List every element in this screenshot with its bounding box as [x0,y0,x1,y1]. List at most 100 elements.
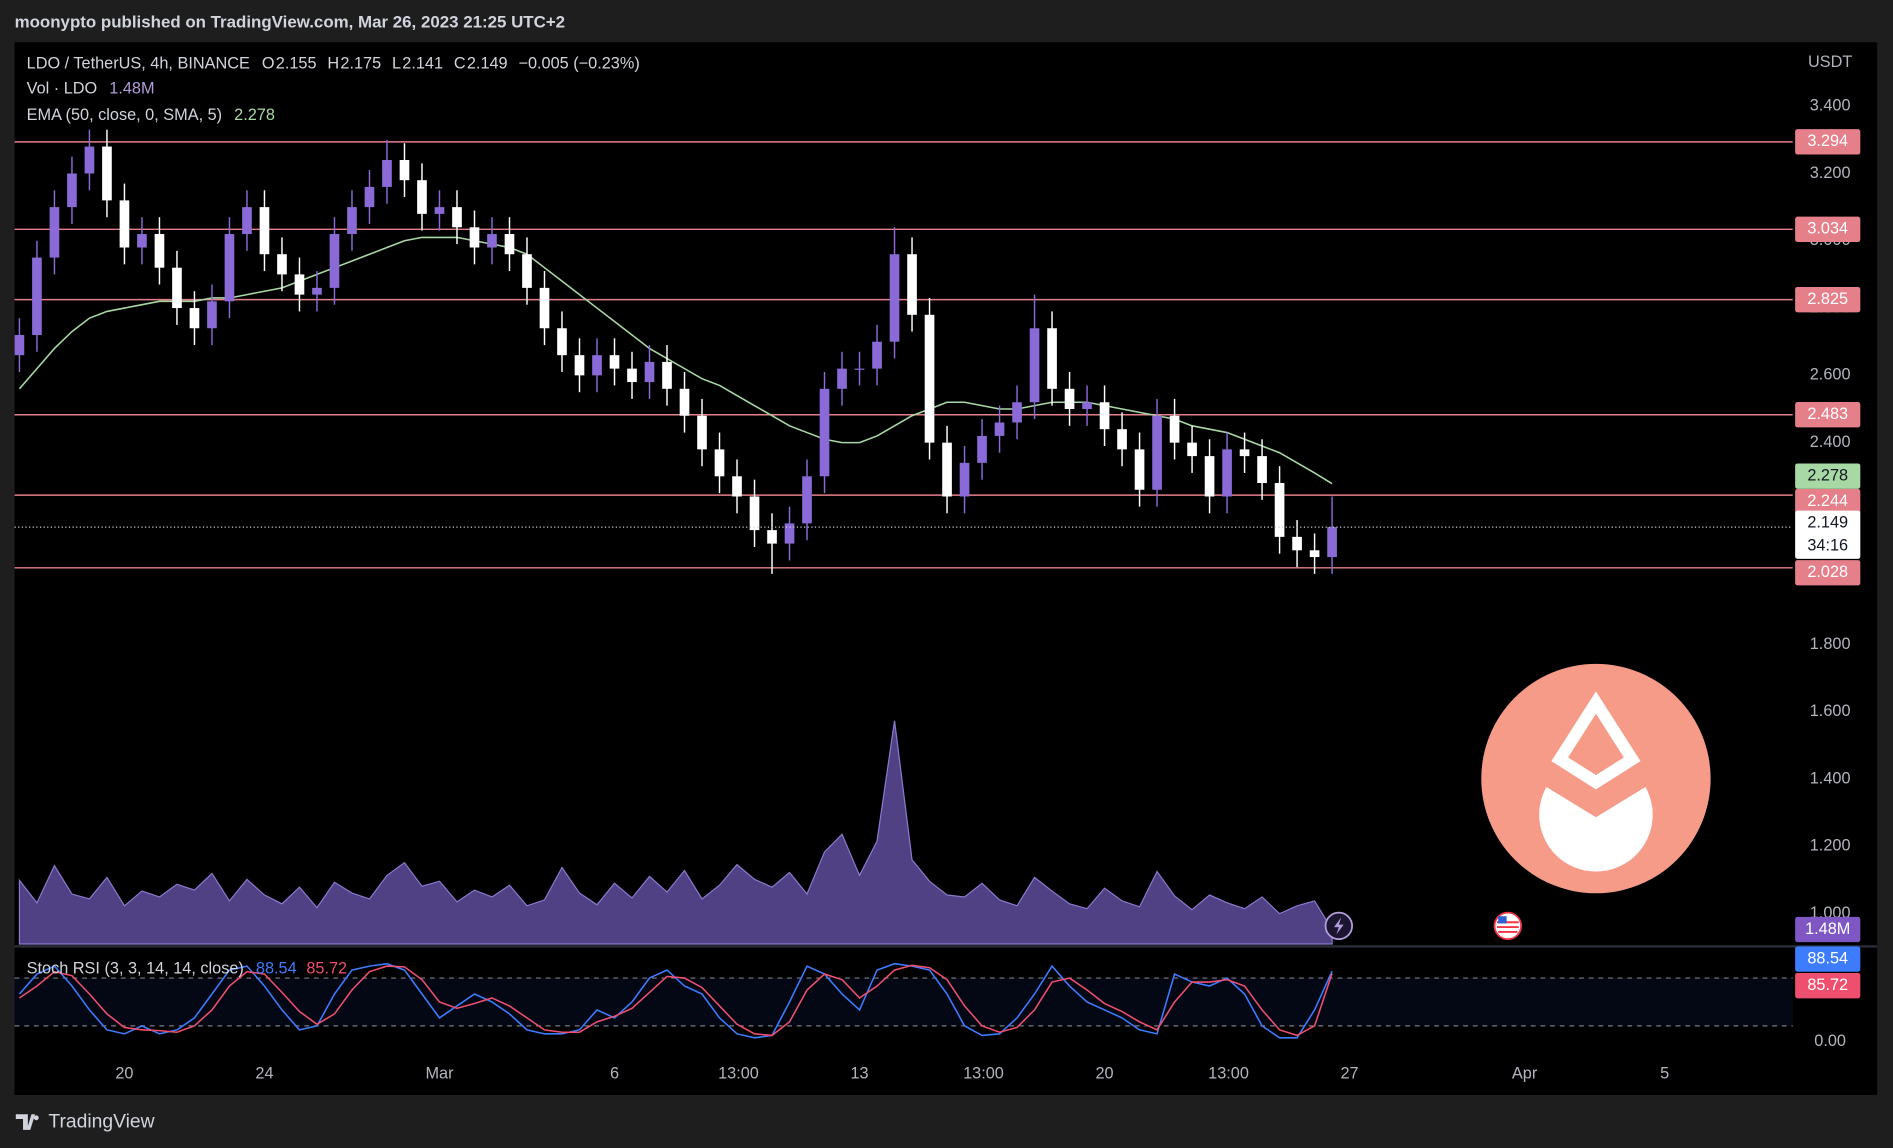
x-tick-label: Apr [1512,1065,1538,1083]
events-icon[interactable] [1324,911,1354,941]
candle-body [837,368,847,389]
ohlc-value: 2.141 [402,54,443,72]
candle-body [1029,328,1040,403]
candle-body [294,274,305,295]
y-tick-label: 3.400 [1810,96,1851,114]
volume-legend-value: 1.48M [109,80,154,98]
ema-legend: EMA (50, close, 0, SMA, 5) [27,106,222,124]
candle-body [889,254,900,342]
tradingview-logo [15,1114,39,1130]
candle-body [1292,536,1302,551]
candle-body [767,530,777,544]
economic-event-icon[interactable] [1493,911,1523,941]
x-tick-label: 20 [115,1065,133,1083]
candle-body [49,207,60,258]
level-tag-bg [1795,560,1861,586]
ema-line [18,236,1333,485]
candle-body [872,341,882,369]
ldo-logo [1481,663,1711,894]
candle-body [539,287,550,329]
price-tag: 2.149 [1807,514,1848,532]
candle-body [1257,456,1267,484]
ohlc-key: C [454,54,466,72]
stoch-tag: 85.72 [1807,976,1848,994]
candle-body [242,207,252,235]
stoch-band [14,978,1793,1026]
y-tick-label: 1.800 [1810,635,1851,653]
ohlc-key: L [392,54,401,72]
stoch-tag-bg [1795,946,1861,972]
candle-body [627,368,637,383]
x-tick-label: 13:00 [718,1065,759,1083]
candle-body [417,180,427,214]
brand: TradingView [48,1112,154,1133]
y-tick-label: 2.400 [1810,433,1851,451]
candle-body [714,449,725,477]
ohlc-value: 2.175 [340,54,381,72]
stoch-line [18,964,1333,1037]
y-tick-label: 2.600 [1810,366,1851,384]
candle-body [487,234,497,248]
candle-body [609,355,620,369]
candle-body [14,334,25,356]
candle-body [1327,527,1337,558]
candle-body [732,476,742,497]
x-tick-label: 6 [610,1065,619,1083]
candle-body [522,254,532,288]
candle-body [1134,449,1145,490]
candle-body [84,146,95,174]
level-tag-bg [1795,402,1861,428]
candle-body [32,257,42,335]
volume-tag-bg [1795,916,1861,943]
level-tag: 2.028 [1807,563,1848,581]
y-tick-label: 1.600 [1810,702,1851,720]
candle-body [1117,429,1127,450]
candle-body [102,146,112,201]
volume-tag: 1.48M [1805,920,1850,938]
volume-area [18,720,1333,945]
candle-body [924,314,935,443]
level-tag-bg [1795,286,1861,313]
candle-body [1082,402,1092,410]
candle-body [382,160,392,187]
level-tag: 3.294 [1807,132,1848,150]
candle-body [1187,442,1197,457]
candle-body [1239,449,1250,457]
currency-label: USDT [1808,53,1852,71]
x-tick-label: 13:00 [1208,1065,1249,1083]
candle-body [1222,449,1232,497]
level-tag: 3.034 [1807,220,1848,238]
price-tag-bg [1795,510,1861,559]
candle-body [854,368,865,370]
candle-body [364,186,375,208]
candle-body [1204,456,1215,497]
candle-body [819,388,830,477]
candle-body [557,328,567,356]
candle-body [942,442,952,497]
candle-body [907,254,917,315]
candle-body [154,234,165,268]
candle-body [137,234,147,248]
level-tag: 2.483 [1807,405,1848,423]
x-tick-label: 13 [850,1065,868,1083]
x-tick-label: 24 [255,1065,273,1083]
candle-body [504,234,515,255]
x-tick-label: 13:00 [963,1065,1004,1083]
y-tick-label: 1.400 [1810,769,1851,787]
candle-body [329,234,340,288]
candle-body [679,388,690,416]
x-tick-label: 20 [1095,1065,1113,1083]
x-tick-label: Mar [425,1065,454,1083]
level-tag: 2.244 [1807,492,1848,510]
y-tick-label: 3.200 [1810,164,1851,182]
candle-body [644,361,655,383]
candle-body [592,355,602,376]
candle-body [452,207,462,228]
ohlc-key: O [262,54,275,72]
candle-body [207,301,217,329]
candle-body [469,227,480,248]
publisher: moonypto published on TradingView.com, M… [15,12,566,31]
stoch-legend-value: 85.72 [306,960,347,978]
